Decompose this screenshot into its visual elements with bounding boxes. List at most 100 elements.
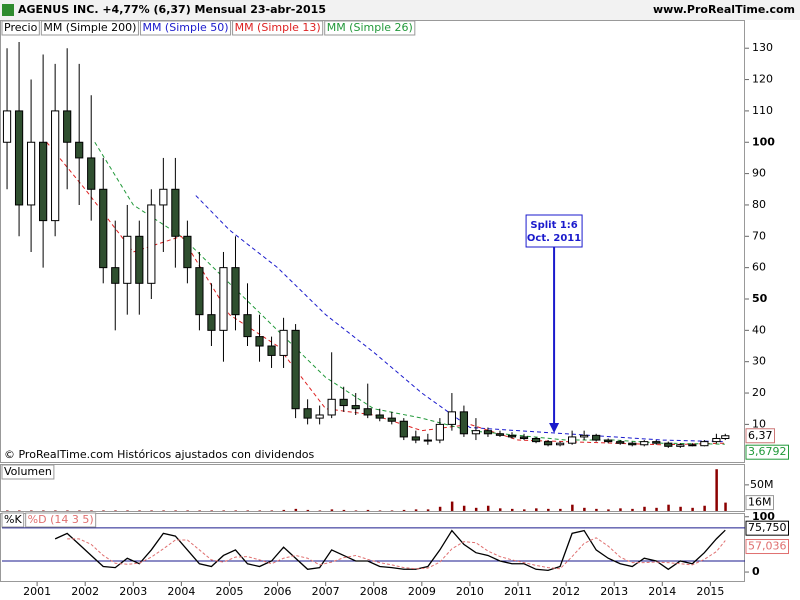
candle-body <box>652 441 661 444</box>
candle-body <box>195 267 204 316</box>
volume-bar <box>655 507 658 511</box>
candle-body <box>483 430 493 435</box>
candle-body <box>14 110 24 206</box>
volume-bar <box>294 508 298 511</box>
y-tick-label: 50 <box>752 292 768 305</box>
candle-body <box>327 398 336 416</box>
y-tick-label: 20 <box>752 386 766 399</box>
header-title: AGENUS INC. +4,77% (6,37) Mensual 23-abr… <box>18 3 326 16</box>
last-stoch-box <box>745 539 789 555</box>
legend-entry: MM (Simple 50) <box>142 21 228 34</box>
candle-body <box>387 417 396 422</box>
volume-bar <box>330 509 334 511</box>
volume-bar <box>318 510 322 511</box>
volume-bar <box>270 510 274 511</box>
candle-body <box>411 436 420 441</box>
volume-bar <box>282 509 286 511</box>
y-tick-label: 130 <box>752 41 773 54</box>
annotation-text: Split 1:6 <box>530 220 577 231</box>
candle-body <box>459 411 469 435</box>
candle-body <box>267 345 276 356</box>
candle-body <box>75 141 84 159</box>
candle-body <box>39 141 48 222</box>
header-site: www.ProRealTime.com <box>653 3 795 16</box>
volume-bar <box>354 510 358 511</box>
x-tick-label: 2004 <box>167 585 195 598</box>
volume-bar <box>390 510 394 511</box>
legend-price: Precio <box>4 21 38 34</box>
y-tick-label: 50M <box>750 478 774 491</box>
candle-body <box>123 235 132 284</box>
candle-body <box>207 314 216 331</box>
volume-bar <box>114 510 117 511</box>
candle-body <box>399 420 408 438</box>
volume-bar <box>450 501 454 511</box>
volume-bar <box>679 506 682 511</box>
x-tick-label: 2007 <box>312 585 340 598</box>
candle-body <box>243 314 252 338</box>
volume-bar <box>547 508 550 511</box>
last-ma-box <box>745 444 789 460</box>
x-tick-label: 2002 <box>71 585 99 598</box>
volume-title: Volumen <box>4 465 52 478</box>
volume-bar <box>30 510 33 511</box>
candle-body <box>63 110 72 143</box>
legend-entry-box <box>139 20 232 36</box>
volume-bar <box>402 509 406 511</box>
y-tick-label: 0 <box>752 565 760 578</box>
volume-bar <box>210 510 213 511</box>
candle-body <box>676 444 685 447</box>
volume-bar <box>511 508 514 511</box>
volume-bar <box>438 506 442 511</box>
y-tick-label: 100 <box>752 135 775 148</box>
y-tick-label: 100 <box>752 510 775 523</box>
volume-bar <box>619 508 622 511</box>
y-tick-label: 60 <box>752 261 766 274</box>
candle-body <box>363 408 372 416</box>
moving-average <box>94 141 725 445</box>
volume-bar <box>186 510 189 511</box>
candle-body <box>435 423 444 441</box>
volume-bar <box>523 509 526 511</box>
volume-bar <box>571 504 574 511</box>
y-tick-label: 80 <box>752 198 766 211</box>
volume-title-box <box>1 464 55 480</box>
x-tick-label: 2005 <box>215 585 243 598</box>
volume-bar <box>414 509 418 511</box>
candle-body <box>664 442 673 447</box>
candle-body <box>495 433 505 436</box>
candle-body <box>531 437 541 443</box>
candle-body <box>231 267 240 316</box>
candle-body <box>159 188 168 206</box>
volume-bar <box>595 508 598 511</box>
stoch-panel <box>0 513 745 582</box>
candle-body <box>2 110 12 143</box>
candle-body <box>568 436 577 444</box>
candle-body <box>291 329 300 410</box>
candle-body <box>721 435 730 439</box>
candle-body <box>375 414 384 419</box>
x-tick-label: 2006 <box>264 585 292 598</box>
legend-entry-box <box>25 512 97 528</box>
volume-panel <box>0 464 745 512</box>
candle-body <box>339 398 348 407</box>
volume-bar <box>474 507 478 511</box>
volume-bar <box>126 510 129 511</box>
x-tick-label: 2015 <box>696 585 724 598</box>
candle-body <box>555 442 565 446</box>
x-tick-label: 2003 <box>119 585 147 598</box>
stoch-line <box>54 529 726 572</box>
annotation-text: Oct. 2011 <box>527 233 581 244</box>
volume-bar <box>607 509 610 511</box>
legend-entry: MM (Simple 200) <box>43 21 136 34</box>
footer-note: © ProRealTime.com Históricos ajustados c… <box>4 448 315 461</box>
x-tick-label: 2010 <box>456 585 484 598</box>
volume-bar <box>366 509 370 511</box>
candle-body <box>507 434 517 438</box>
volume-bar <box>90 510 93 511</box>
candle-body <box>87 157 96 190</box>
y-tick-label: 30 <box>752 355 766 368</box>
legend-entry: MM (Simple 26) <box>327 21 413 34</box>
